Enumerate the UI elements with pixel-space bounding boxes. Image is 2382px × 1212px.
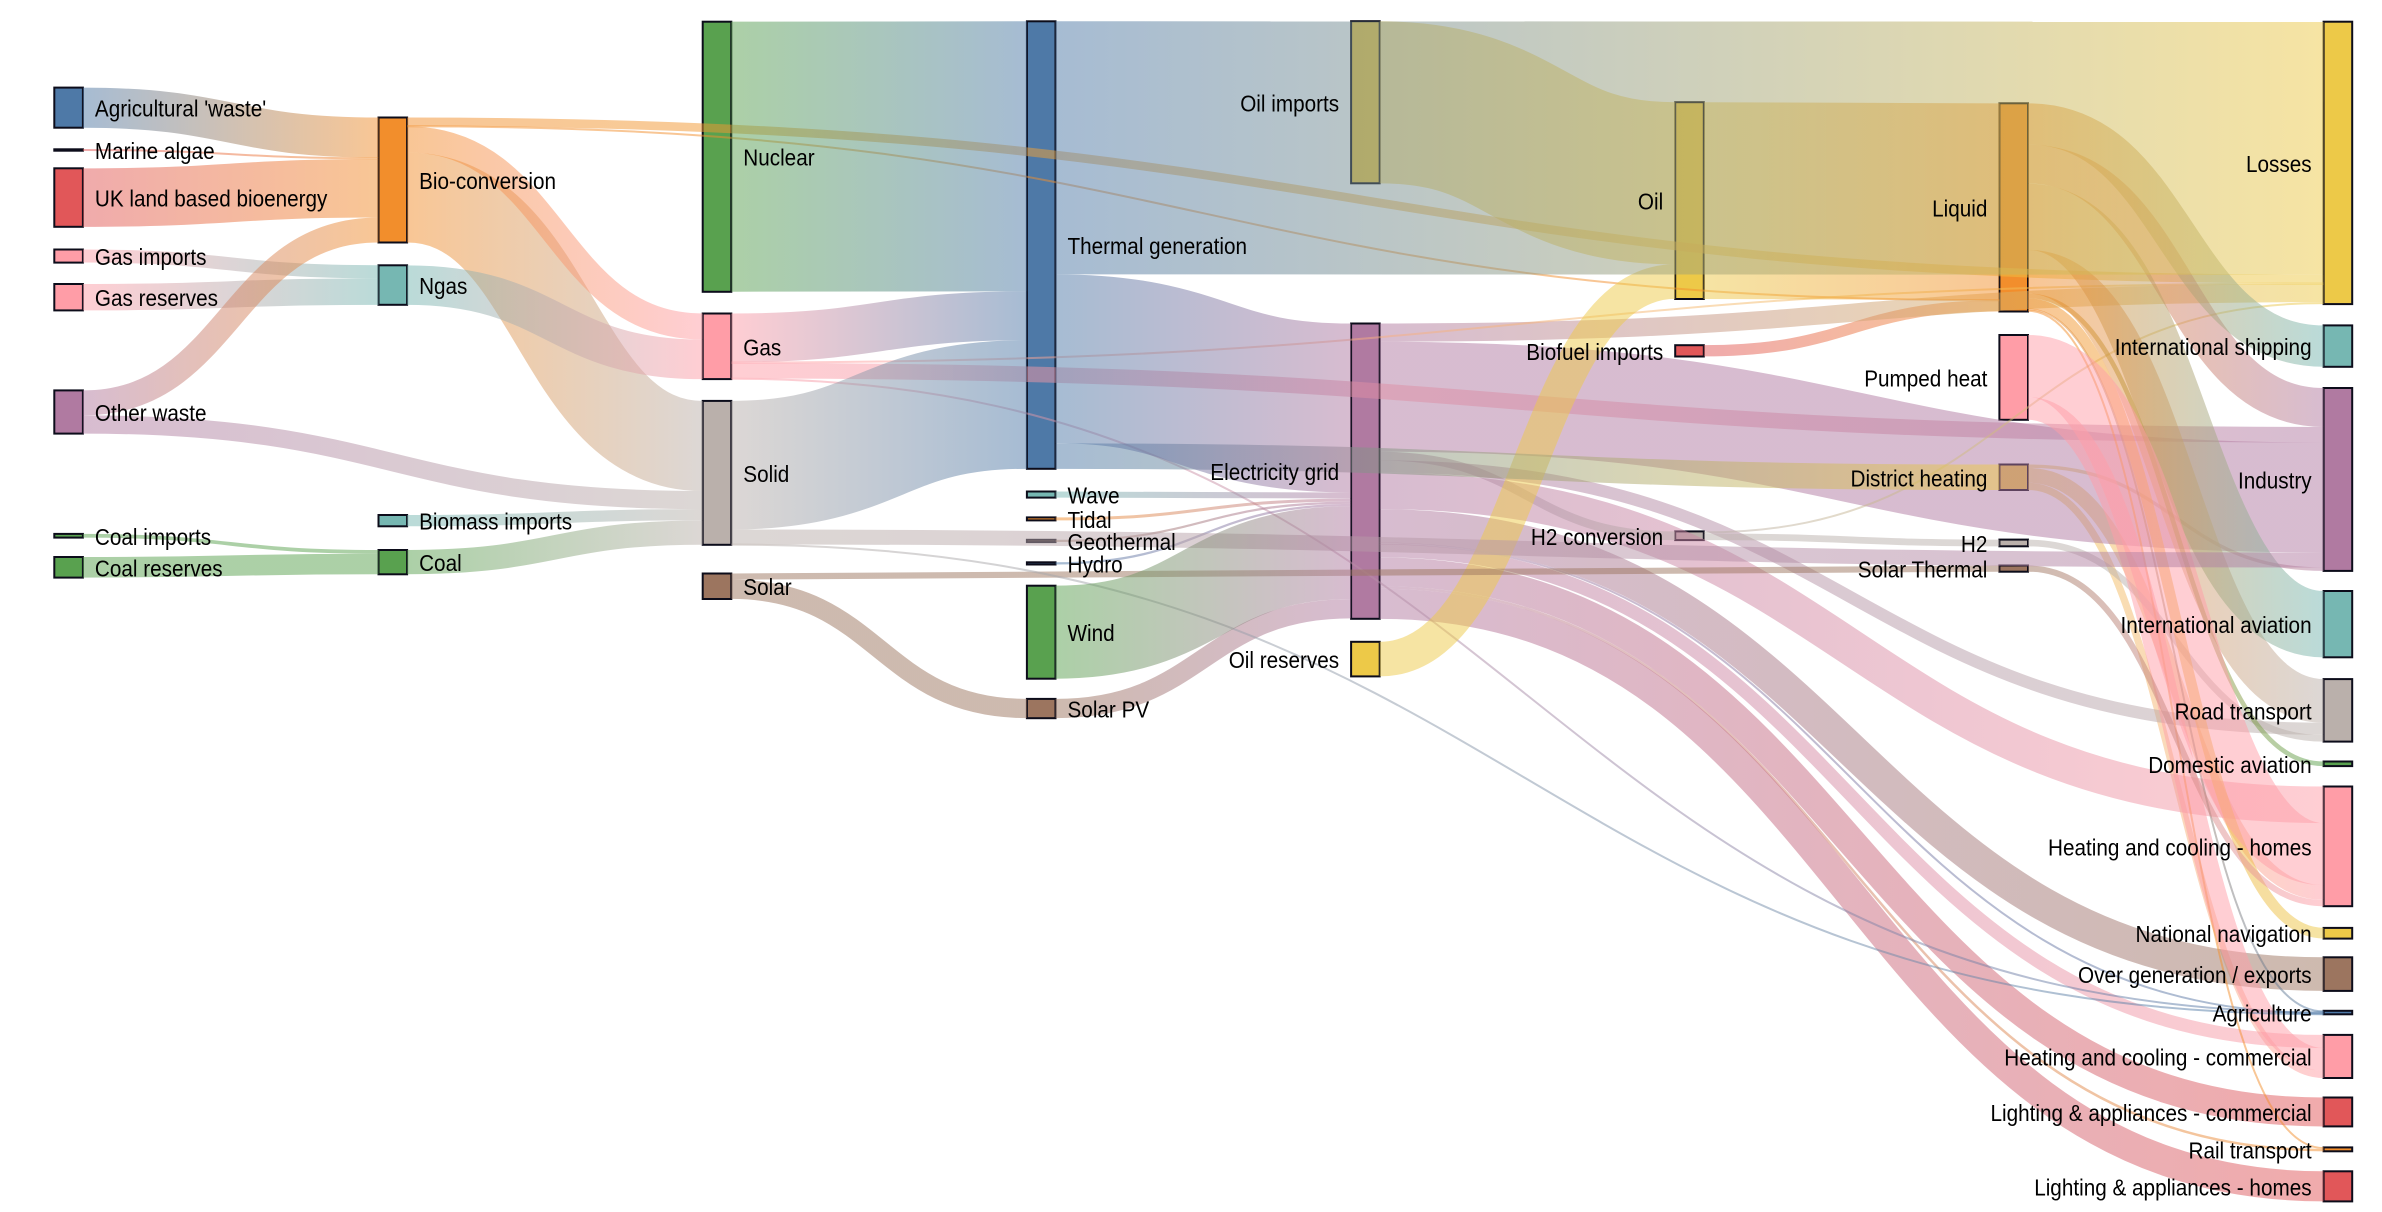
svg-text:Solar Thermal: Solar Thermal	[1858, 557, 1988, 583]
svg-text:Gas reserves: Gas reserves	[95, 285, 218, 311]
svg-text:Liquid: Liquid	[1932, 195, 1987, 221]
svg-text:Gas: Gas	[743, 334, 781, 360]
svg-text:Oil: Oil	[1638, 189, 1663, 215]
svg-text:Gas imports: Gas imports	[95, 244, 207, 270]
svg-text:Biomass imports: Biomass imports	[419, 509, 572, 535]
svg-text:Road transport: Road transport	[2175, 698, 2313, 724]
svg-text:Agricultural 'waste': Agricultural 'waste'	[95, 96, 266, 122]
svg-text:Hydro: Hydro	[1068, 551, 1123, 577]
svg-text:Oil imports: Oil imports	[1240, 90, 1339, 116]
svg-text:Solar PV: Solar PV	[1068, 697, 1150, 723]
svg-text:Solid: Solid	[743, 461, 789, 487]
svg-text:Rail transport: Rail transport	[2189, 1137, 2313, 1163]
svg-text:Industry: Industry	[2238, 468, 2312, 494]
svg-text:Pumped heat: Pumped heat	[1864, 365, 1988, 391]
svg-text:H2 conversion: H2 conversion	[1531, 524, 1663, 550]
svg-text:Coal reserves: Coal reserves	[95, 555, 223, 581]
svg-text:Agriculture: Agriculture	[2213, 1001, 2312, 1027]
svg-text:Lighting & appliances - homes: Lighting & appliances - homes	[2034, 1174, 2311, 1200]
svg-text:International shipping: International shipping	[2115, 334, 2312, 360]
svg-text:Geothermal: Geothermal	[1068, 529, 1176, 555]
svg-text:National navigation: National navigation	[2136, 921, 2312, 947]
svg-text:Solar: Solar	[743, 574, 792, 600]
svg-text:Tidal: Tidal	[1068, 507, 1112, 533]
svg-text:Thermal generation: Thermal generation	[1068, 233, 1248, 259]
svg-text:Lighting & appliances - commer: Lighting & appliances - commercial	[1991, 1100, 2312, 1126]
svg-text:Heating and cooling - commerci: Heating and cooling - commercial	[2004, 1044, 2311, 1070]
svg-text:Ngas: Ngas	[419, 273, 467, 299]
svg-text:Electricity grid: Electricity grid	[1210, 459, 1339, 485]
svg-text:Wind: Wind	[1068, 620, 1115, 646]
svg-text:UK land based bioenergy: UK land based bioenergy	[95, 186, 328, 212]
svg-text:H2: H2	[1961, 531, 1988, 557]
svg-text:Marine algae: Marine algae	[95, 138, 215, 164]
svg-text:Over generation / exports: Over generation / exports	[2078, 962, 2312, 988]
svg-text:International aviation: International aviation	[2121, 612, 2312, 638]
svg-text:Bio-conversion: Bio-conversion	[419, 168, 556, 194]
svg-text:Coal imports: Coal imports	[95, 524, 211, 550]
svg-text:Wave: Wave	[1068, 483, 1120, 509]
svg-text:Nuclear: Nuclear	[743, 145, 815, 171]
svg-text:Domestic aviation: Domestic aviation	[2148, 752, 2311, 778]
svg-text:Losses: Losses	[2246, 151, 2312, 177]
svg-text:District heating: District heating	[1851, 465, 1988, 491]
svg-text:Oil reserves: Oil reserves	[1229, 647, 1339, 673]
svg-text:Heating and cooling - homes: Heating and cooling - homes	[2048, 834, 2312, 860]
svg-text:Other waste: Other waste	[95, 400, 207, 426]
svg-text:Biofuel imports: Biofuel imports	[1526, 339, 1663, 365]
svg-text:Coal: Coal	[419, 550, 462, 576]
